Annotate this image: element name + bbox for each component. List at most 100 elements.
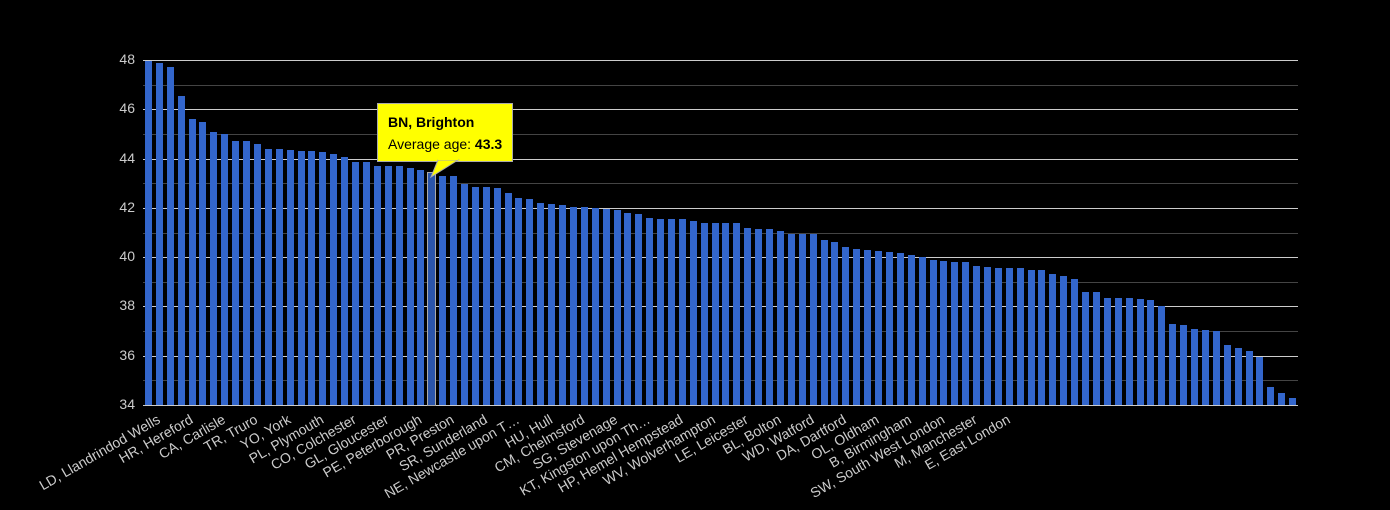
bar[interactable] [929, 259, 937, 405]
bar[interactable] [319, 152, 327, 405]
bar[interactable] [722, 222, 730, 405]
bar[interactable] [341, 157, 349, 405]
bar[interactable] [144, 61, 152, 405]
bar[interactable] [188, 119, 196, 405]
bar[interactable] [482, 186, 490, 405]
bar[interactable] [253, 143, 261, 405]
bar[interactable] [1180, 324, 1188, 405]
bar[interactable] [657, 218, 665, 405]
bar[interactable] [1201, 329, 1209, 405]
bar[interactable] [591, 207, 599, 405]
bar[interactable] [460, 184, 468, 405]
bar[interactable] [624, 212, 632, 405]
bar[interactable] [1169, 323, 1177, 405]
bar[interactable] [1038, 269, 1046, 405]
bar[interactable] [1060, 275, 1068, 405]
bar[interactable] [406, 168, 414, 405]
bar[interactable] [1071, 279, 1079, 405]
bar[interactable] [918, 257, 926, 405]
bar[interactable] [537, 202, 545, 405]
bar[interactable] [820, 239, 828, 405]
bar[interactable] [613, 210, 621, 405]
bar[interactable] [994, 268, 1002, 405]
bar[interactable] [1245, 350, 1253, 405]
bar-highlighted[interactable] [427, 172, 437, 406]
bar[interactable] [831, 242, 839, 405]
bar[interactable] [907, 254, 915, 405]
bar[interactable] [493, 188, 501, 405]
bar[interactable] [984, 267, 991, 405]
bar[interactable] [1147, 300, 1155, 405]
bar[interactable] [1234, 348, 1242, 405]
bar[interactable] [580, 206, 588, 405]
bar[interactable] [1158, 306, 1166, 405]
bar[interactable] [548, 204, 556, 405]
bar[interactable] [1191, 328, 1198, 405]
bar[interactable] [678, 218, 686, 405]
bar[interactable] [275, 148, 283, 405]
bar[interactable] [221, 133, 229, 405]
bar[interactable] [1049, 274, 1057, 405]
bar[interactable] [744, 227, 752, 405]
bar[interactable] [362, 162, 370, 405]
bar[interactable] [395, 166, 403, 405]
bar[interactable] [373, 166, 381, 405]
bar[interactable] [689, 221, 697, 405]
bar[interactable] [896, 253, 904, 405]
bar[interactable] [155, 62, 163, 405]
bar[interactable] [384, 166, 392, 405]
bar[interactable] [864, 249, 872, 405]
bar[interactable] [1125, 297, 1133, 405]
bar[interactable] [232, 141, 240, 405]
bar[interactable] [515, 198, 523, 405]
bar[interactable] [1289, 397, 1297, 405]
bar[interactable] [1027, 269, 1035, 405]
bar[interactable] [885, 252, 893, 405]
bar[interactable] [842, 247, 850, 405]
bar[interactable] [297, 151, 305, 405]
bar[interactable] [1223, 344, 1231, 405]
bar[interactable] [940, 260, 948, 405]
bar[interactable] [646, 217, 654, 405]
bar[interactable] [471, 186, 479, 405]
bar[interactable] [1005, 268, 1013, 405]
bar[interactable] [766, 228, 773, 405]
bar[interactable] [1212, 331, 1220, 405]
bar[interactable] [755, 228, 763, 405]
bar[interactable] [962, 262, 970, 405]
bar[interactable] [1103, 297, 1111, 405]
bar[interactable] [286, 149, 294, 405]
bar[interactable] [711, 222, 719, 405]
bar[interactable] [787, 233, 795, 405]
bar[interactable] [951, 262, 959, 405]
bar[interactable] [308, 151, 316, 405]
bar[interactable] [177, 95, 185, 405]
bar[interactable] [809, 233, 817, 405]
bar[interactable] [1136, 299, 1144, 405]
bar[interactable] [1278, 392, 1286, 405]
bar[interactable] [1016, 268, 1024, 405]
bar[interactable] [569, 206, 577, 405]
bar[interactable] [1256, 356, 1264, 405]
bar[interactable] [853, 248, 861, 405]
bar[interactable] [504, 193, 512, 405]
bar[interactable] [776, 231, 784, 405]
bar[interactable] [559, 205, 566, 405]
bar[interactable] [199, 121, 207, 405]
bar[interactable] [264, 148, 272, 405]
bar[interactable] [417, 169, 425, 405]
bar[interactable] [602, 209, 610, 405]
bar[interactable] [733, 222, 741, 405]
bar[interactable] [1114, 297, 1122, 405]
bar[interactable] [1092, 291, 1100, 405]
bar[interactable] [700, 222, 708, 405]
bar[interactable] [1082, 291, 1089, 405]
bar[interactable] [635, 214, 643, 405]
bar[interactable] [450, 175, 457, 405]
bar[interactable] [875, 251, 882, 405]
bar[interactable] [330, 153, 338, 405]
bar[interactable] [439, 175, 447, 405]
bar[interactable] [973, 265, 981, 405]
bar[interactable] [1267, 386, 1275, 405]
bar[interactable] [166, 67, 174, 405]
